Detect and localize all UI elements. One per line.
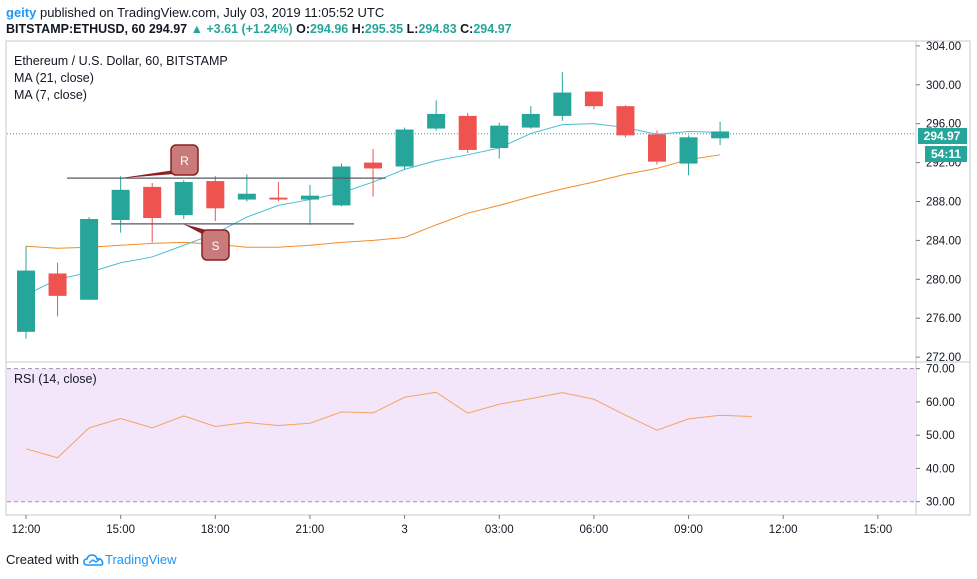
- rsi-legend[interactable]: RSI (14, close): [14, 372, 97, 386]
- rsi-tick-label: 60.00: [926, 397, 955, 409]
- chart-header: geity published on TradingView.com, July…: [6, 4, 512, 38]
- callout-pointer: [120, 170, 187, 179]
- candle-up[interactable]: [679, 137, 698, 164]
- ma21-line[interactable]: [25, 154, 721, 249]
- rsi-tick-label: 50.00: [926, 430, 955, 442]
- candle-up[interactable]: [111, 189, 130, 220]
- last-price-badge: [918, 128, 967, 144]
- time-tick-label: 03:00: [485, 524, 514, 536]
- ma7-legend[interactable]: MA (7, close): [14, 88, 87, 102]
- callout-label: S: [211, 239, 219, 253]
- candle-up[interactable]: [80, 219, 99, 300]
- bar-timer-badge: [925, 146, 967, 162]
- candle-up[interactable]: [395, 129, 414, 167]
- high-label: H:: [351, 22, 365, 36]
- created-with-text: Created with: [6, 552, 79, 567]
- rsi-tick-label: 70.00: [926, 364, 955, 376]
- open-label: O:: [296, 22, 310, 36]
- price-tick-label: 300.00: [926, 80, 961, 92]
- price-tick-label: 288.00: [926, 197, 961, 209]
- rsi-band: [7, 368, 916, 502]
- candle-up[interactable]: [711, 131, 730, 139]
- time-tick-label: 09:00: [674, 524, 703, 536]
- candle-down[interactable]: [48, 273, 67, 296]
- candle-up[interactable]: [17, 270, 35, 332]
- low-value: 294.83: [418, 22, 457, 36]
- candle-up[interactable]: [490, 125, 509, 148]
- candle-down[interactable]: [458, 115, 477, 150]
- rsi-line[interactable]: [25, 391, 752, 459]
- low-label: L:: [406, 22, 419, 36]
- candle-up[interactable]: [427, 113, 446, 129]
- candle-down[interactable]: [648, 134, 666, 162]
- resistance-callout[interactable]: R: [120, 144, 199, 179]
- last-price: 294.97: [148, 22, 188, 36]
- candle-up[interactable]: [237, 193, 256, 200]
- time-tick-label: 15:00: [106, 524, 135, 536]
- price-tick-label: 284.00: [926, 235, 961, 247]
- price-tick-label: 272.00: [926, 352, 961, 364]
- rsi-tick-label: 40.00: [926, 463, 955, 475]
- price-tick-label: 276.00: [926, 313, 961, 325]
- ohlc-row: BITSTAMP:ETHUSD, 60 294.97 ▲ +3.61 (+1.2…: [6, 21, 512, 38]
- tradingview-cloud-icon: [83, 553, 104, 566]
- symbol-label: BITSTAMP:ETHUSD, 60: [6, 22, 146, 36]
- candle-up[interactable]: [332, 166, 351, 206]
- candle-up[interactable]: [300, 195, 319, 200]
- rsi-tick-label: 30.00: [926, 497, 955, 509]
- time-tick-label: 15:00: [863, 524, 892, 536]
- high-value: 295.35: [364, 22, 404, 36]
- chart-title: Ethereum / U.S. Dollar, 60, BITSTAMP: [14, 54, 228, 68]
- ma21-legend[interactable]: MA (21, close): [14, 71, 94, 85]
- footer: Created with TradingView: [6, 552, 177, 567]
- bar-timer-text: 54:11: [931, 147, 961, 161]
- candle-down[interactable]: [616, 106, 635, 136]
- open-value: 294.96: [309, 22, 349, 36]
- candle-down[interactable]: [269, 197, 288, 200]
- time-tick-label: 12:00: [769, 524, 798, 536]
- callout-label: R: [180, 154, 189, 168]
- candle-down[interactable]: [364, 162, 383, 169]
- last-price-badge-text: 294.97: [924, 129, 961, 143]
- candle-down[interactable]: [584, 91, 603, 107]
- up-arrow-icon: ▲: [190, 22, 203, 36]
- close-value: 294.97: [473, 22, 512, 36]
- price-tick-label: 280.00: [926, 274, 961, 286]
- tradingview-logo[interactable]: TradingView: [83, 552, 177, 567]
- price-tick-label: 296.00: [926, 119, 961, 131]
- candle-up[interactable]: [553, 92, 572, 116]
- callout-box: [201, 229, 230, 261]
- candle-down[interactable]: [206, 181, 225, 209]
- candle-up[interactable]: [174, 182, 193, 216]
- price-tick-label: 304.00: [926, 41, 961, 53]
- publisher-username[interactable]: geity: [6, 5, 37, 20]
- time-tick-label: 06:00: [580, 524, 609, 536]
- support-callout[interactable]: S: [183, 223, 230, 261]
- time-tick-label: 3: [401, 524, 407, 536]
- candle-down[interactable]: [143, 186, 162, 219]
- tradingview-brand: TradingView: [104, 552, 177, 567]
- candle-up[interactable]: [521, 113, 540, 128]
- callout-box: [170, 144, 199, 176]
- time-tick-label: 12:00: [12, 524, 41, 536]
- close-label: C:: [460, 22, 474, 36]
- published-text: published on TradingView.com, July 03, 2…: [39, 5, 385, 20]
- time-tick-label: 18:00: [201, 524, 230, 536]
- price-change: +3.61 (+1.24%): [206, 22, 293, 36]
- time-tick-label: 21:00: [296, 524, 325, 536]
